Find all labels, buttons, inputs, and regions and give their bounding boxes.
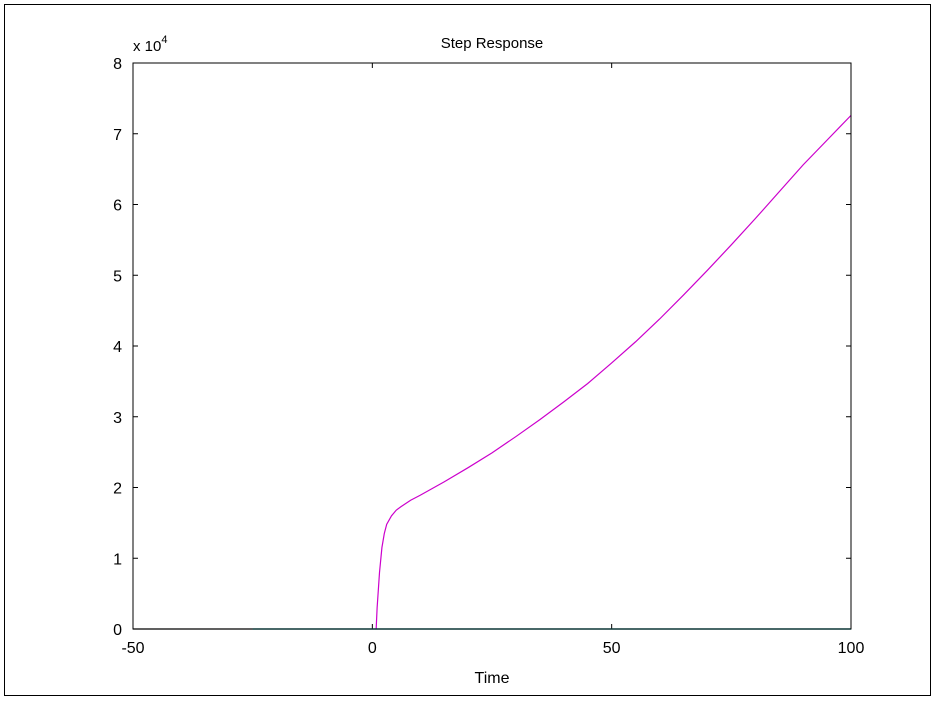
y-exponent-power: 4 bbox=[161, 34, 167, 46]
series-line-2 bbox=[375, 114, 852, 630]
chart-title: Step Response bbox=[441, 35, 544, 52]
y-tick-label: 0 bbox=[113, 622, 122, 639]
x-tick-label: 100 bbox=[838, 640, 865, 657]
x-tick-label: 50 bbox=[603, 640, 621, 657]
x-tick-label: -50 bbox=[121, 640, 144, 657]
y-tick-label: 1 bbox=[113, 551, 122, 568]
y-tick-label: 7 bbox=[113, 127, 122, 144]
y-tick-label: 4 bbox=[113, 339, 122, 356]
y-tick-label: 2 bbox=[113, 481, 122, 498]
x-axis-label: Time bbox=[475, 670, 510, 687]
y-exponent-label: x 104 bbox=[133, 34, 167, 55]
y-tick-label: 8 bbox=[113, 56, 122, 73]
plot-axes-box bbox=[132, 62, 852, 630]
x-tick-label: 0 bbox=[368, 640, 377, 657]
y-exponent-base: x 10 bbox=[133, 38, 161, 55]
y-tick-label: 6 bbox=[113, 198, 122, 215]
figure-frame bbox=[4, 4, 931, 696]
y-tick-label: 3 bbox=[113, 410, 122, 427]
y-tick-label: 5 bbox=[113, 268, 122, 285]
